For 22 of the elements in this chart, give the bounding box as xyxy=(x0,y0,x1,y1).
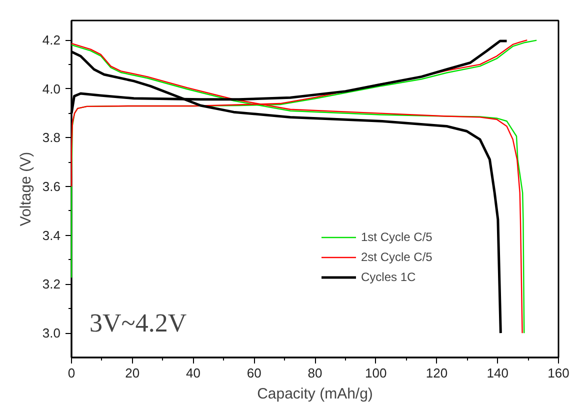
y-tick-label: 3.8 xyxy=(42,130,61,146)
legend-label: 1st Cycle C/5 xyxy=(361,230,432,244)
y-tick-label: 4.2 xyxy=(42,32,61,48)
x-axis-title: Capacity (mAh/g) xyxy=(257,386,373,402)
y-axis-title: Voltage (V) xyxy=(17,152,34,226)
legend-label: 2st Cycle C/5 xyxy=(361,250,432,264)
y-tick-label: 3.6 xyxy=(42,179,61,194)
x-tick-label: 40 xyxy=(186,366,200,380)
x-tick-label: 100 xyxy=(365,366,387,380)
x-tick-label: 140 xyxy=(486,366,508,380)
x-tick-label: 80 xyxy=(308,366,322,380)
y-tick-label: 4.0 xyxy=(42,81,61,96)
annotation: 3V~4.2V xyxy=(90,308,187,338)
x-tick-label: 160 xyxy=(548,366,570,380)
x-tick-label: 120 xyxy=(426,366,448,380)
x-tick-label: 0 xyxy=(68,366,76,380)
x-tick-label: 20 xyxy=(125,366,140,380)
y-tick-label: 3.2 xyxy=(42,276,61,292)
legend-label: Cycles 1C xyxy=(361,270,416,284)
y-tick-label: 3.0 xyxy=(42,326,61,341)
x-tick-label: 60 xyxy=(246,366,262,380)
y-tick-label: 3.4 xyxy=(42,228,61,243)
